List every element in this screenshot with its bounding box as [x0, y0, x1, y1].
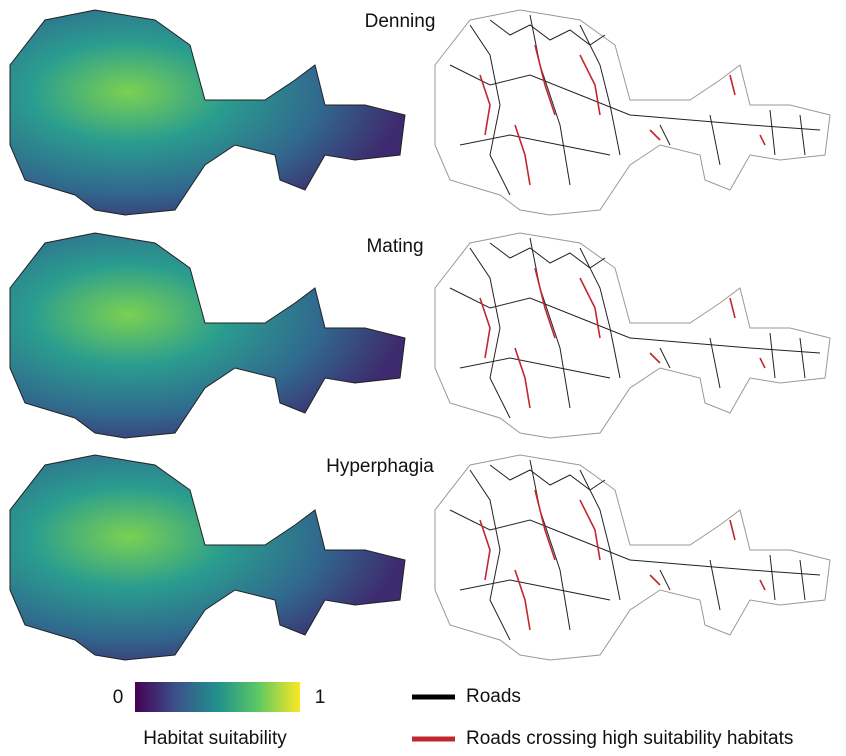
road-map	[434, 232, 831, 439]
suitability-map	[9, 9, 406, 216]
map-row	[9, 454, 831, 661]
colorbar-label: Habitat suitability	[143, 728, 287, 749]
map-row	[9, 9, 831, 216]
panel-title: Denning	[365, 11, 436, 32]
panel-title: Mating	[366, 236, 423, 257]
suitability-map	[9, 454, 406, 661]
legend-label: Roads crossing high suitability habitats	[466, 728, 793, 749]
map-row	[9, 232, 831, 439]
road-map	[434, 454, 831, 661]
road-map	[434, 9, 831, 216]
legend-label: Roads	[466, 686, 521, 707]
colorbar-min: 0	[113, 687, 124, 708]
colorbar-max: 1	[315, 687, 326, 708]
panel-title: Hyperphagia	[326, 456, 434, 477]
suitability-map	[9, 232, 406, 439]
colorbar	[135, 682, 300, 712]
